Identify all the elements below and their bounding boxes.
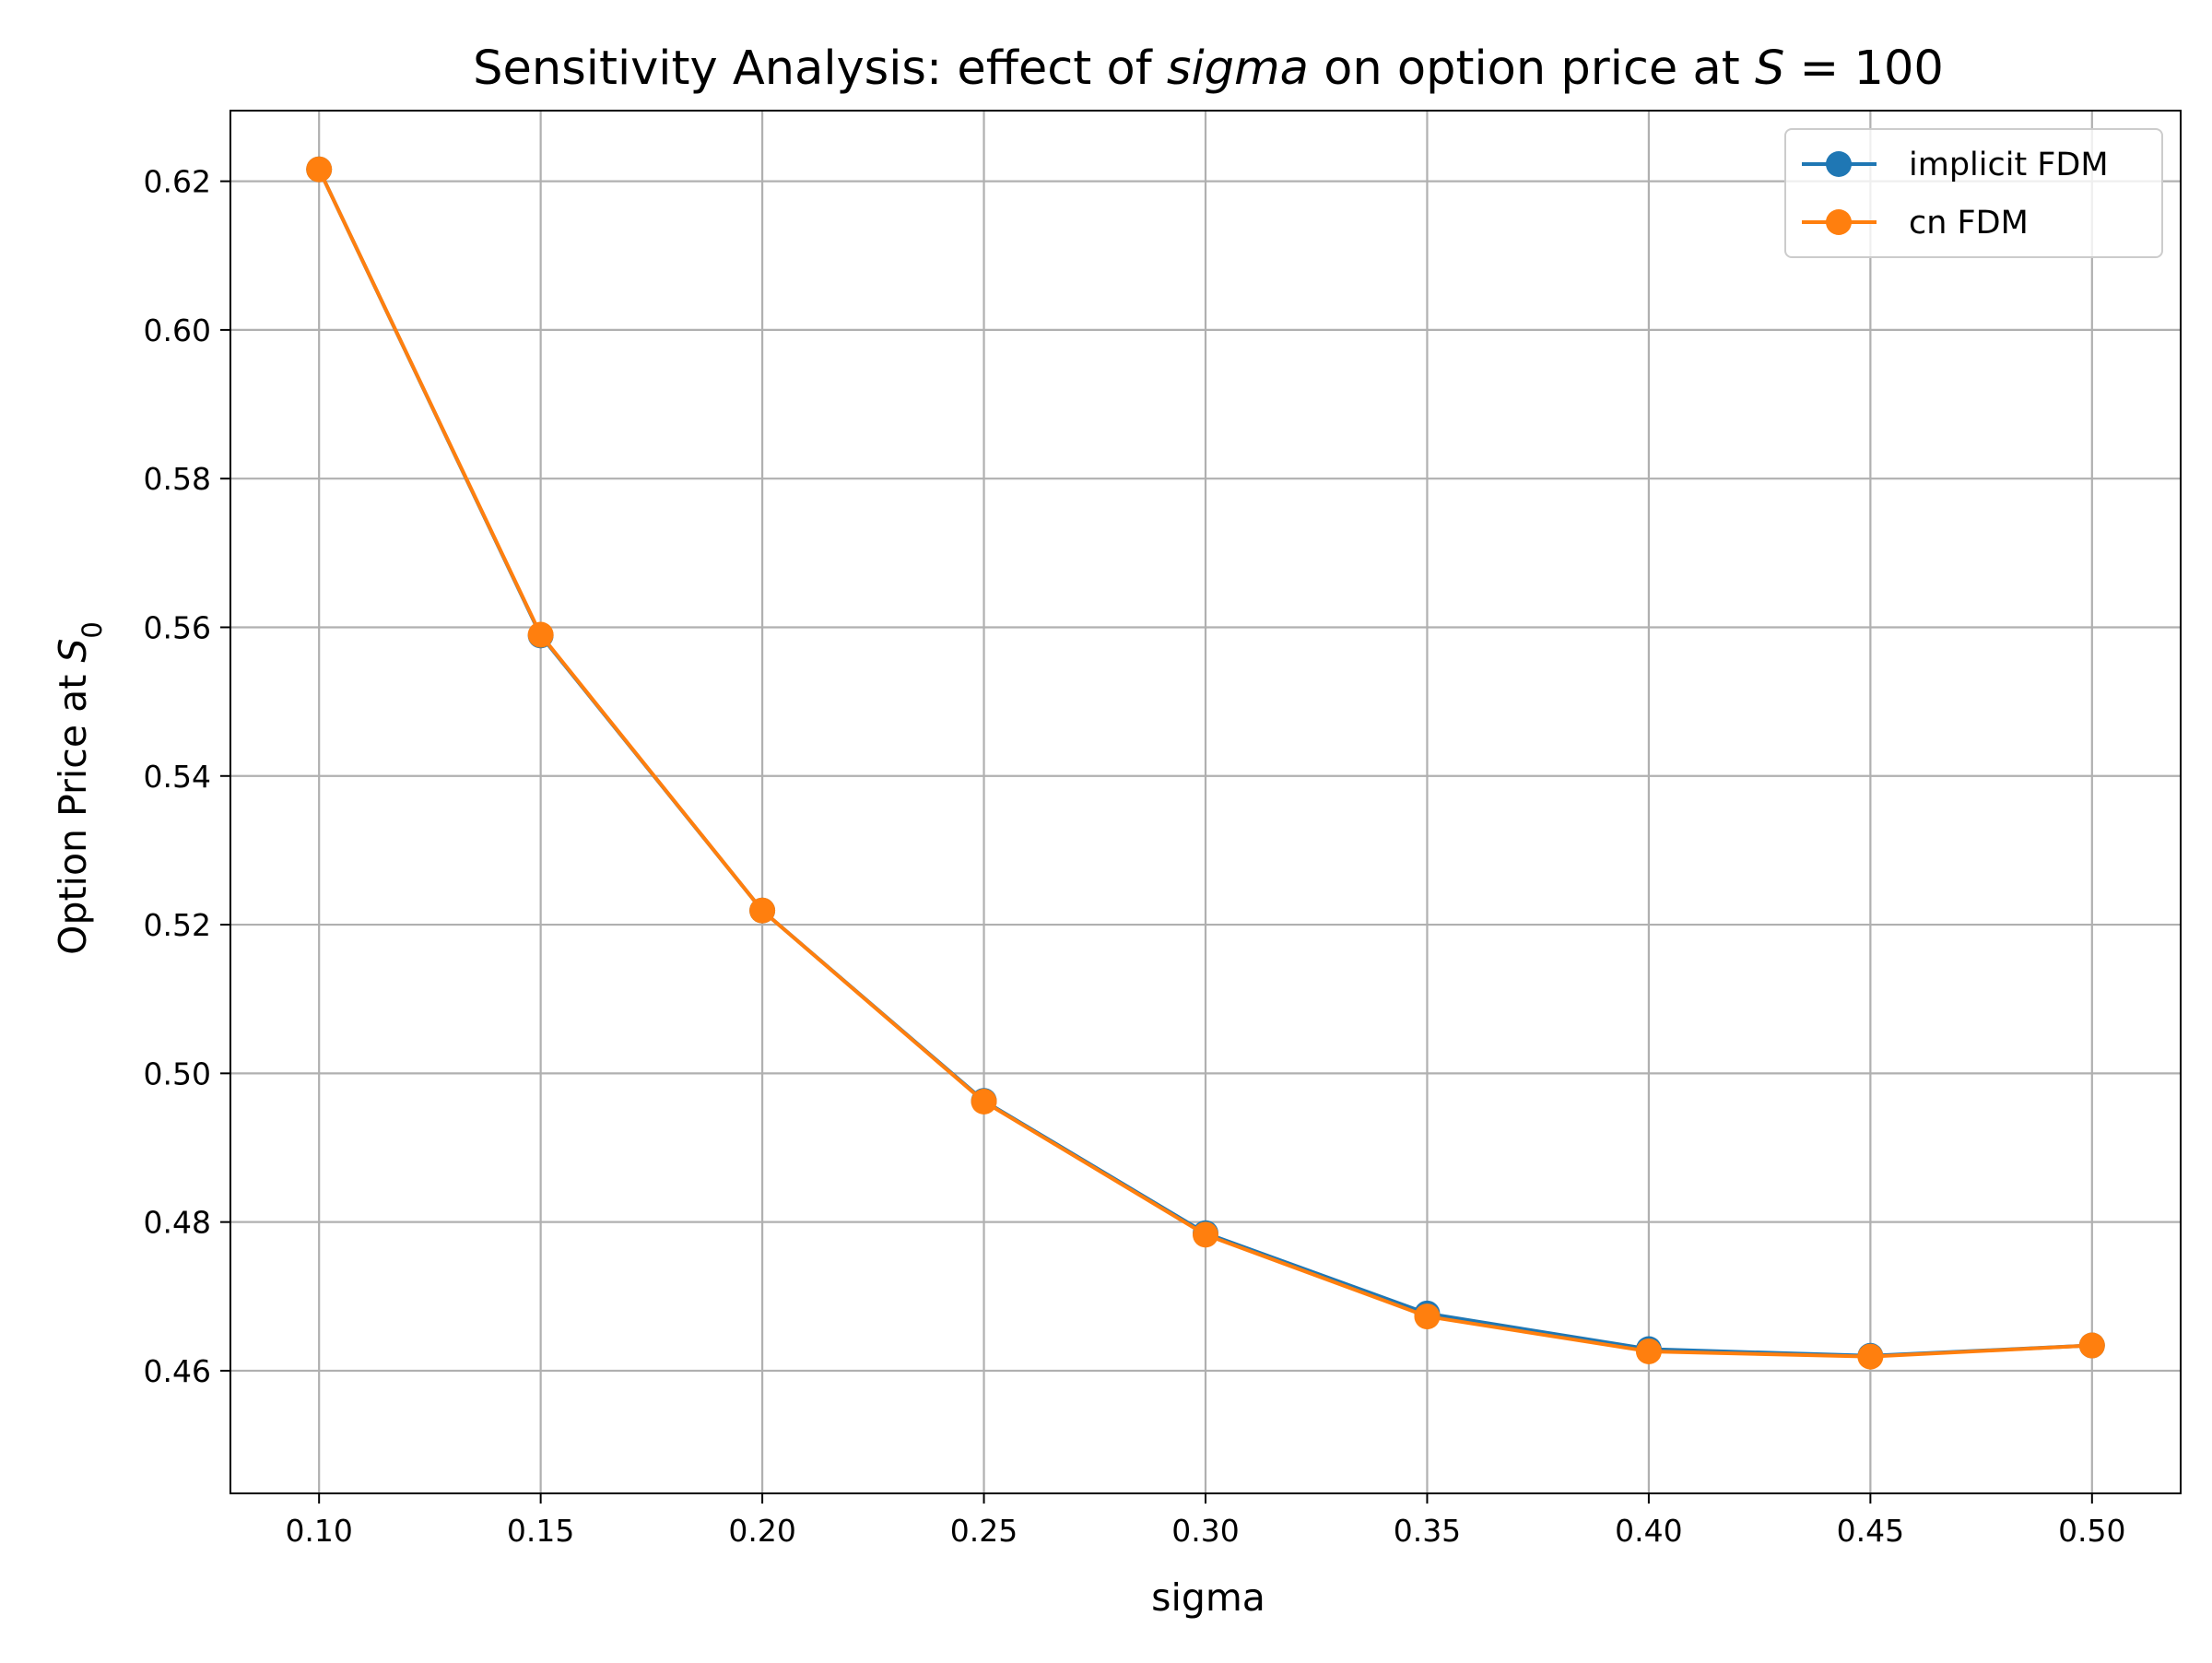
title-prefix: Sensitivity Analysis: effect of (473, 41, 1167, 96)
x-axis-label: sigma (1151, 1575, 1265, 1620)
legend-label: cn FDM (1909, 205, 2029, 242)
title-middle: on option price at (1309, 41, 1755, 96)
y-tick-label: 0.52 (144, 907, 211, 943)
title-param: sigma (1167, 41, 1309, 96)
y-tick-label: 0.56 (144, 609, 211, 645)
legend-marker (1826, 209, 1852, 235)
x-tick-label: 0.20 (728, 1513, 795, 1549)
x-tick-label: 0.25 (950, 1513, 1018, 1549)
data-point (1635, 1338, 1662, 1364)
data-point (2078, 1332, 2105, 1359)
y-label-subscript: 0 (76, 621, 108, 638)
x-tick-label: 0.40 (1615, 1513, 1682, 1549)
data-point (1857, 1343, 1884, 1370)
y-label-prefix: Option Price at (51, 663, 95, 955)
data-point (971, 1089, 997, 1115)
legend-items: implicit FDM cn FDM (1802, 147, 2109, 242)
legend-item: implicit FDM (1802, 147, 2109, 183)
y-tick-label: 0.54 (144, 759, 211, 795)
y-tick-label: 0.48 (144, 1205, 211, 1241)
title-var: S (1755, 41, 1784, 96)
data-point (306, 156, 333, 183)
x-tick-label: 0.45 (1837, 1513, 1904, 1549)
legend-item: cn FDM (1802, 205, 2029, 242)
data-point (1414, 1303, 1441, 1330)
title-suffix: = 100 (1784, 41, 1944, 96)
y-tick-label: 0.58 (144, 461, 211, 497)
y-tick-label: 0.46 (144, 1353, 211, 1389)
legend-box (1784, 128, 2163, 258)
x-tick-label: 0.30 (1171, 1513, 1239, 1549)
y-tick-label: 0.62 (144, 164, 211, 200)
data-point (527, 621, 554, 648)
x-tick-labels: 0.10 0.15 0.20 0.25 0.30 0.35 0.40 0.45 0.50 (285, 1513, 2125, 1549)
data-point (1193, 1221, 1218, 1248)
y-axis-label: Option Price at S0 (51, 621, 108, 955)
x-tick-label: 0.10 (285, 1513, 352, 1549)
y-tick-label: 0.50 (144, 1056, 211, 1091)
x-tick-label: 0.15 (507, 1513, 574, 1549)
series-layer (306, 156, 2105, 1370)
series-1 (306, 156, 2105, 1370)
tick-marks (220, 180, 2093, 1504)
data-point (749, 897, 776, 924)
y-tick-labels: 0.46 0.48 0.50 0.52 0.54 0.56 0.58 0.60 0.62 (144, 164, 211, 1389)
legend-marker (1826, 151, 1852, 177)
x-tick-label: 0.35 (1394, 1513, 1461, 1549)
legend: implicit FDM cn FDM (1784, 128, 2163, 258)
y-tick-label: 0.60 (144, 313, 211, 348)
legend-label: implicit FDM (1909, 147, 2109, 183)
y-label-var: S (51, 639, 95, 663)
x-tick-label: 0.50 (2058, 1513, 2125, 1549)
chart-title: Sensitivity Analysis: effect of sigma on… (473, 41, 1944, 96)
